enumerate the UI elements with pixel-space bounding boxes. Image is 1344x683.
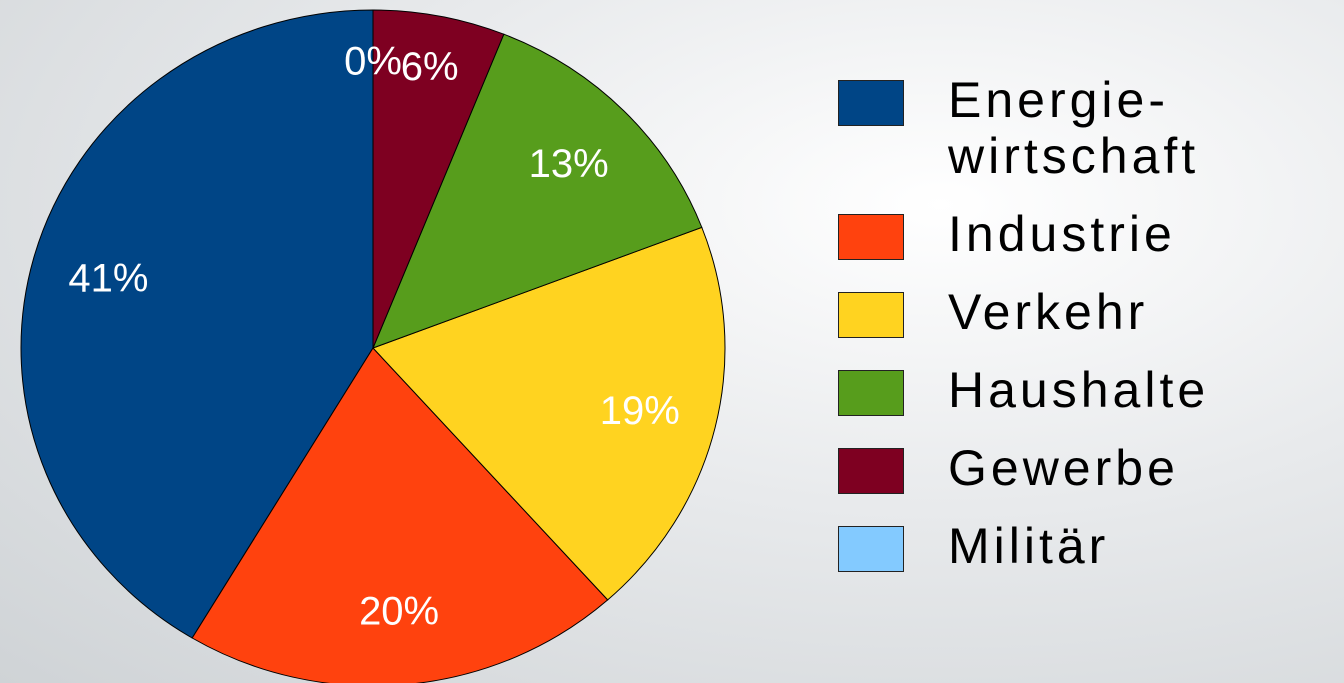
legend-item: Industrie <box>838 206 1209 262</box>
legend-swatch <box>838 214 904 260</box>
legend-label: Energie- wirtschaft <box>948 72 1199 184</box>
legend-swatch <box>838 80 904 126</box>
page: 41% 20% 19% 13% 6%0% Energie- wirtschaft Indu… <box>0 0 1344 683</box>
legend: Energie- wirtschaft Industrie Verkehr Haush… <box>838 72 1209 596</box>
legend-label: Haushalte <box>948 362 1209 418</box>
value-label: 13% <box>529 142 609 186</box>
legend-label: Militär <box>948 518 1109 574</box>
legend-label: Industrie <box>948 206 1176 262</box>
legend-swatch <box>838 448 904 494</box>
legend-item: Militär <box>838 518 1209 574</box>
legend-swatch <box>838 292 904 338</box>
value-label: 6% <box>401 45 459 89</box>
legend-item: Haushalte <box>838 362 1209 418</box>
legend-swatch <box>838 526 904 572</box>
pie-chart: 41% 20% 19% 13% 6%0% <box>0 0 760 683</box>
legend-item: Gewerbe <box>838 440 1209 496</box>
legend-label: Gewerbe <box>948 440 1179 496</box>
legend-label: Verkehr <box>948 284 1148 340</box>
legend-swatch <box>838 370 904 416</box>
value-label: 19% <box>600 389 680 433</box>
value-label: 0% <box>344 40 402 84</box>
value-label: 20% <box>359 589 439 633</box>
value-label: 41% <box>68 257 148 301</box>
legend-item: Verkehr <box>838 284 1209 340</box>
legend-item: Energie- wirtschaft <box>838 72 1209 184</box>
